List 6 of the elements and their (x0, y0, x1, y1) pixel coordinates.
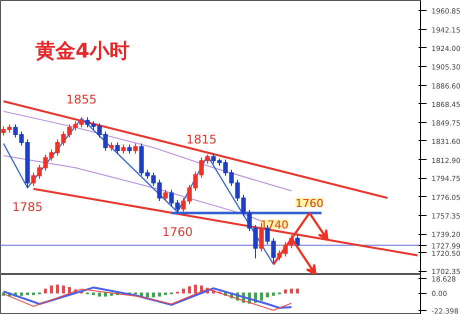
annotation: 1760 (296, 197, 324, 210)
annotation: 1815 (186, 132, 217, 147)
annotation: 1785 (12, 200, 43, 214)
annotation: 1760 (162, 225, 193, 240)
annotation: 1855 (66, 92, 97, 106)
text: 黄金4小时 (34, 38, 130, 62)
